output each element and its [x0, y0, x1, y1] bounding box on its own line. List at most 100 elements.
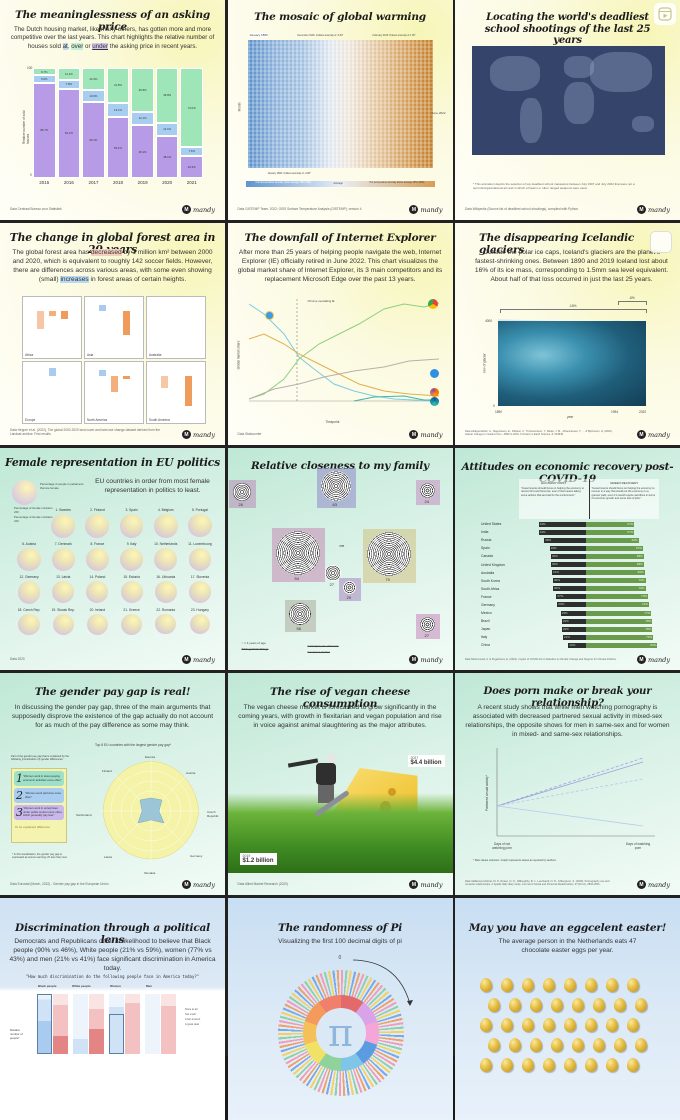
data-source: Data Hepper et al. (2022), The global 20…: [10, 428, 161, 436]
chocolate-egg-icon: [593, 1038, 605, 1052]
post-title: The randomness of Pi: [277, 922, 403, 934]
table-row: France 27% 73%: [481, 594, 649, 600]
logo-mark-icon: M: [409, 205, 419, 214]
world-map: [472, 46, 665, 155]
chocolate-egg-icon: [543, 978, 555, 992]
logo-mark-icon: M: [409, 880, 419, 889]
chocolate-egg-icon: [585, 978, 597, 992]
stacked-bar: 39.8% 12.1% 48.1%: [131, 68, 154, 178]
table-row: Japan 22% 78%: [481, 626, 653, 632]
bar-segment-under: 20.4%: [180, 155, 204, 178]
snowboarder-image: [287, 751, 350, 821]
age-rings: [275, 531, 320, 575]
country-bubble: 10. Netherlands: [149, 542, 183, 571]
annotation: January 1893: Coldest anomaly of -0.80°: [267, 172, 311, 175]
radar-chart: [99, 759, 203, 863]
age-rings: [288, 603, 311, 625]
data-source: Data Aðalgeirsdóttir, G., Magnússon, E.,…: [465, 430, 613, 436]
logo-mark-icon: M: [636, 430, 646, 439]
bar-segment-at: 6.6%: [33, 75, 56, 83]
country-bubble: 18. Czech Rep.: [12, 608, 46, 636]
post-vegan-cheese[interactable]: The rise of vegan cheese consumption The…: [227, 673, 453, 895]
chocolate-egg-icon: [551, 1038, 563, 1052]
table-row: Russia 38% 62%: [481, 537, 639, 543]
age-rings: [420, 616, 435, 632]
footnote: * This animation depicts the selection o…: [473, 182, 635, 191]
table-row: Canada 32% 68%: [481, 553, 644, 559]
chocolate-egg-icon: [585, 1058, 597, 1072]
egg-row: [480, 1058, 639, 1072]
table-row: Spain 33% 67%: [481, 545, 643, 551]
bar-segment-at: 12.1%: [131, 111, 154, 126]
post-title: The downfall of Internet Explorer: [244, 232, 436, 244]
post-covid-recovery[interactable]: Attitudes on economic recovery post-COVI…: [455, 448, 680, 670]
small-multiples: Africa Asia Australia Europe North Ameri…: [22, 296, 206, 424]
data-source: Data Vaillancourt-Morel, M. P., Rosen, N…: [465, 880, 610, 886]
post-subtitle: The vegan cheese market is forecasted to…: [238, 704, 442, 729]
chocolate-egg-icon: [572, 998, 584, 1012]
post-subtitle: Visualizing the first 100 decimal digits…: [278, 938, 402, 945]
bar-republican-black: [53, 994, 68, 1054]
post-icelandic-glaciers[interactable]: The disappearing Icelandic glaciers Outs…: [455, 223, 680, 445]
country-bubble: 9. Italy: [115, 542, 149, 571]
bar-segment-at: 7.6%: [180, 147, 204, 156]
post-title: Discrimination through a political lens: [15, 922, 210, 947]
chocolate-egg-icon: [480, 1058, 492, 1072]
post-global-warming[interactable]: The mosaic of global warming January 188…: [227, 0, 453, 220]
country-bubble: 8. France: [80, 542, 114, 571]
post-forest-area[interactable]: The change in global forest area in 20 y…: [0, 223, 225, 445]
logo-mark-icon: M: [636, 655, 646, 664]
post-subtitle: The global forest area has decreased by …: [12, 249, 213, 283]
post-gender-pay-gap[interactable]: The gender pay gap is real! In discussin…: [0, 673, 225, 895]
post-subtitle: In discussing the gender pay gap, three …: [11, 704, 214, 729]
bracket: [500, 309, 647, 313]
bar-democrat-women: [109, 994, 124, 1054]
post-pi-randomness[interactable]: The randomness of Pi Visualizing the fir…: [227, 898, 453, 1120]
bar-segment-at: 10.6%: [82, 90, 105, 102]
chocolate-egg-icon: [564, 978, 576, 992]
age-rings: [232, 483, 251, 501]
radar-title: Top 8 EU countries with the largest gend…: [95, 743, 172, 747]
country-bubble: 21. Greece: [115, 608, 149, 635]
bar-segment-under: 69.1%: [82, 101, 105, 178]
safari-icon: [429, 369, 439, 378]
chocolate-egg-icon: [501, 1058, 513, 1072]
post-title: Female representation in EU politics: [4, 456, 221, 469]
country-bubble: 14. Poland: [80, 575, 114, 604]
table-row: Australia 31% 69%: [481, 570, 645, 576]
chocolate-egg-icon: [530, 998, 542, 1012]
country-bubble: 13. Latvia: [46, 575, 80, 604]
post-asking-price[interactable]: The meaninglessness of an asking price T…: [0, 0, 225, 220]
callout-2019: 2019 $1.2 billion: [239, 853, 277, 865]
post-easter-eggs[interactable]: May you have an eggcelent easter! The av…: [455, 898, 680, 1120]
chocolate-egg-icon: [509, 998, 521, 1012]
slope-line-chart: [496, 748, 655, 837]
age-label: 29: [346, 594, 351, 600]
bar-democrat-white: [73, 994, 88, 1054]
data-source: Data Eurostat (March, 2022) - Gender pay…: [10, 882, 109, 886]
bar-segment-under: 81.1%: [57, 88, 81, 178]
post-family-closeness[interactable]: Relative closeness to my family me ○ = 4…: [227, 448, 453, 670]
post-female-eu-politics[interactable]: Female representation in EU politics EU …: [0, 448, 225, 670]
logo-mark-icon: M: [181, 205, 191, 214]
post-title: Locating the world's deadliest school sh…: [484, 12, 651, 46]
post-porn-relationship[interactable]: Does porn make or break your relationshi…: [455, 673, 680, 895]
bar-segment-at: 7.8%: [57, 80, 81, 89]
annotation: June 2022: [431, 111, 446, 115]
y-axis-label: Global market share: [235, 340, 240, 370]
country-bubble: 11. Luxembourg: [183, 542, 217, 571]
country-bubble: 5. Portugal: [183, 508, 217, 538]
bar-segment-at: 13.1%: [106, 102, 130, 118]
logo-mark-icon: M: [181, 880, 191, 889]
post-political-discrimination[interactable]: Discrimination through a political lens …: [0, 898, 225, 1120]
post-internet-explorer[interactable]: The downfall of Internet Explorer After …: [227, 223, 453, 445]
post-school-shootings[interactable]: Locating the world's deadliest school sh…: [455, 0, 680, 220]
age-label: 27: [424, 632, 429, 638]
post-title: The meaninglessness of an asking price: [14, 9, 211, 34]
